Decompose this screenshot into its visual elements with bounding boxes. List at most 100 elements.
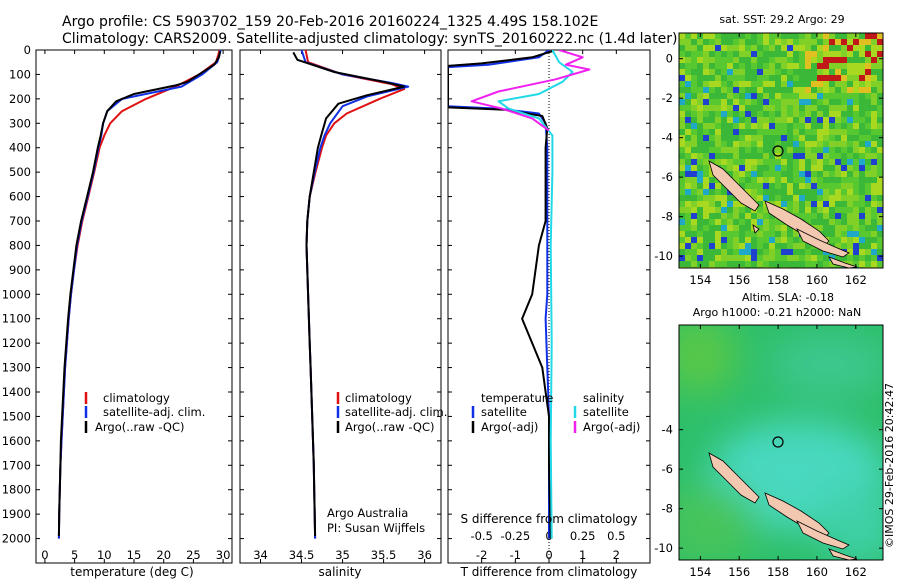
- depth-tick-label: 1200: [2, 336, 31, 350]
- map-x-label: 160: [806, 565, 828, 579]
- map-y-label: -10: [654, 249, 673, 263]
- legend-label-sal-argo: Argo(-adj): [583, 420, 640, 434]
- sst-map-image: [679, 33, 883, 268]
- salinity-lines: [292, 50, 410, 539]
- sla-map-frame: [678, 324, 884, 561]
- t-difference-xlabel: T difference from climatology: [460, 565, 638, 579]
- salinity-panel: 34 34.5 35 35.5 36 salinity climatology sate…: [239, 49, 447, 579]
- series-line-salinity-argo-adj-: [470, 50, 591, 132]
- x-tick-top-label: -0.25: [500, 529, 530, 543]
- x-tick-label: 5: [71, 548, 78, 562]
- temperature-axis-ticks: 0 5 10 15 20 25 30: [41, 50, 230, 563]
- depth-tick-label: 400: [9, 141, 31, 155]
- annotation-pi: PI: Susan Wijffels: [327, 521, 425, 535]
- map-x-label: 156: [728, 273, 750, 287]
- series-line-argo-raw-qc-: [292, 51, 406, 537]
- x-tick-label: 34.5: [289, 548, 315, 562]
- depth-tick-label: 100: [9, 67, 31, 81]
- sst-map-frame: [678, 32, 884, 269]
- legend-label-argo: Argo(..raw -QC): [95, 420, 185, 434]
- x-tick-top-label: -0.5: [470, 529, 492, 543]
- series-line-argo-raw-qc-: [57, 51, 222, 537]
- depth-tick-label: 1600: [2, 434, 31, 448]
- map-x-label: 162: [845, 273, 867, 287]
- sla-map-title1: Altim. SLA: -0.18: [742, 291, 834, 304]
- depth-tick-label: 700: [9, 214, 31, 228]
- x-tick-label: 15: [127, 548, 142, 562]
- legend-title-salinity: salinity: [583, 391, 624, 405]
- depth-tick-label: 1500: [2, 409, 31, 423]
- temperature-xlabel: temperature (deg C): [70, 565, 193, 579]
- map-x-label: 162: [845, 565, 867, 579]
- temperature-panel: 0100200300400500600700800900100011001200…: [2, 43, 233, 579]
- legend-label-climatology: climatology: [103, 391, 170, 405]
- depth-tick-label: 1800: [2, 483, 31, 497]
- map-x-label: 156: [728, 565, 750, 579]
- x-tick-label: 20: [156, 548, 171, 562]
- salinity-axes-frame: [239, 49, 442, 564]
- series-line-temperature-argo-adj-: [448, 50, 553, 539]
- legend-label-climatology: climatology: [345, 391, 412, 405]
- temperature-legend: climatology satellite-adj. clim. Argo(..…: [84, 391, 205, 434]
- depth-tick-label: 500: [9, 165, 31, 179]
- difference-panel: -2 -1 0 1 2-0.5 -0.25 0 0.25 0.5 T difference fr…: [447, 49, 651, 579]
- map-y-label: -10: [654, 541, 673, 555]
- map-y-label: 0: [666, 52, 673, 66]
- legend-label-temp-satellite: satellite: [481, 405, 527, 419]
- map-x-label: 160: [806, 273, 828, 287]
- x-tick-label: -1: [510, 548, 521, 562]
- x-tick-label: 35.5: [371, 548, 397, 562]
- depth-tick-label: 900: [9, 263, 31, 277]
- difference-axis-ticks: -2 -1 0 1 2-0.5 -0.25 0 0.25 0.5: [470, 50, 625, 563]
- x-tick-label: 35: [335, 548, 350, 562]
- legend-label-satellite: satellite-adj. clim.: [103, 405, 205, 419]
- salinity-depth-ticks: [240, 49, 441, 540]
- argo-location-marker: [772, 436, 784, 448]
- map-y-label: -6: [662, 462, 673, 476]
- x-tick-label: 10: [97, 548, 112, 562]
- argo-location-marker: [772, 145, 784, 157]
- map-y-label: -4: [662, 423, 673, 437]
- difference-lines: [448, 50, 591, 539]
- x-tick-label: 30: [216, 548, 231, 562]
- depth-tick-label: 1700: [2, 458, 31, 472]
- depth-tick-label: 600: [9, 190, 31, 204]
- x-tick-label: 0: [41, 548, 48, 562]
- series-line-salinity-satellite: [497, 50, 574, 539]
- x-tick-label: 1: [579, 548, 586, 562]
- sst-map-title: sat. SST: 29.2 Argo: 29: [719, 13, 844, 26]
- header-line2: Climatology: CARS2009. Satellite-adjuste…: [62, 31, 677, 47]
- sla-coastline: [708, 452, 858, 560]
- legend-label-temp-argo: Argo(-adj): [481, 420, 538, 434]
- x-tick-label: 34: [253, 548, 268, 562]
- map-y-label: -8: [662, 210, 673, 224]
- temperature-axes-frame: [35, 49, 233, 564]
- x-tick-label: 2: [613, 548, 620, 562]
- sla-map: Altim. SLA: -0.18 Argo h1000: -0.21 h200…: [654, 291, 884, 579]
- x-tick-label: 0: [545, 548, 552, 562]
- depth-tick-label: 200: [9, 92, 31, 106]
- map-y-label: -6: [662, 170, 673, 184]
- map-x-label: 154: [689, 273, 711, 287]
- depth-tick-label: 300: [9, 116, 31, 130]
- depth-tick-label: 0: [24, 43, 31, 57]
- depth-tick-label: 2000: [2, 532, 31, 546]
- salinity-xlabel: salinity: [318, 565, 361, 579]
- map-x-label: 154: [689, 565, 711, 579]
- temperature-lines: [57, 50, 222, 539]
- s-difference-xlabel: S difference from climatology: [461, 512, 638, 526]
- map-y-label: -2: [662, 91, 673, 105]
- depth-tick-label: 1300: [2, 361, 31, 375]
- legend-label-satellite: satellite-adj. clim.: [345, 405, 447, 419]
- imos-timestamp: ©IMOS 29-Feb-2016 20:42:47: [883, 383, 896, 548]
- x-tick-label: 25: [186, 548, 201, 562]
- annotation-argo-australia: Argo Australia: [327, 506, 408, 520]
- x-tick-top-label: 0.25: [570, 529, 596, 543]
- x-tick-label: -2: [476, 548, 487, 562]
- legend-label-sal-satellite: satellite: [583, 405, 629, 419]
- header-line1: Argo profile: CS 5903702_159 20-Feb-2016…: [62, 14, 598, 30]
- sla-map-image: [679, 325, 883, 560]
- depth-tick-label: 1100: [2, 312, 31, 326]
- depth-tick-label: 800: [9, 238, 31, 252]
